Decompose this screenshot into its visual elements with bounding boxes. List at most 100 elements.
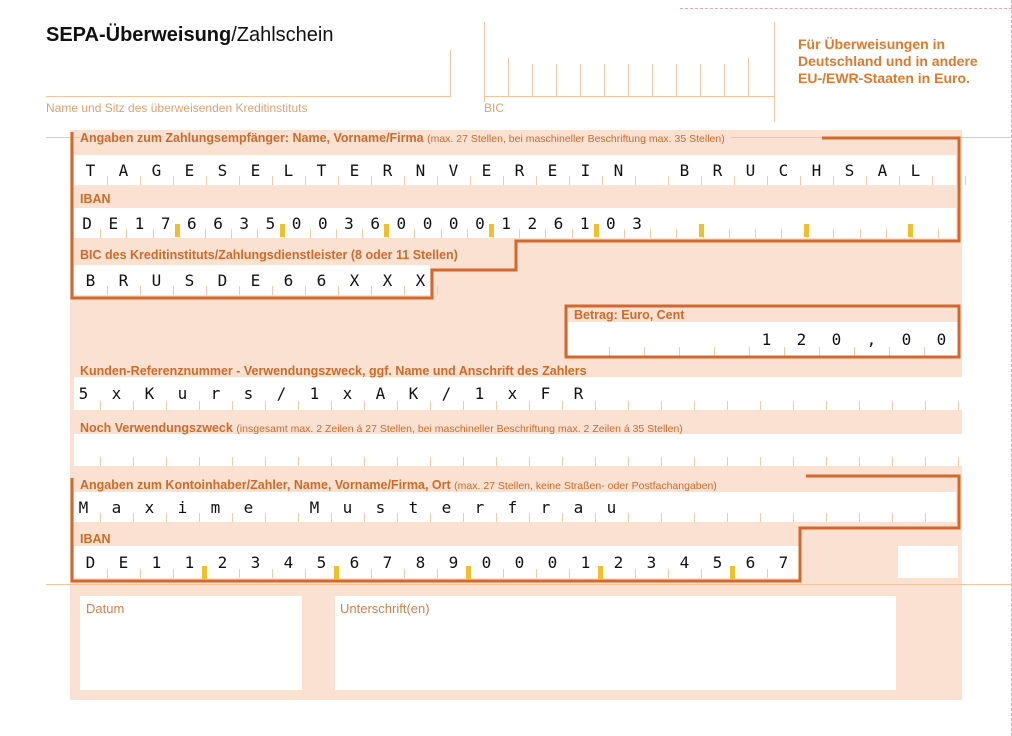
char-cell: E — [536, 155, 570, 185]
char-cell — [760, 492, 794, 522]
char-cell — [265, 492, 299, 522]
bic-tick — [508, 58, 509, 96]
reference-field[interactable] — [74, 377, 962, 410]
char-cell: / — [265, 377, 299, 410]
char-cell: X — [404, 265, 438, 295]
iban-group-marker — [279, 224, 285, 237]
char-cell: f — [496, 492, 530, 522]
char-cell: 0 — [284, 208, 311, 238]
char-cell: 0 — [536, 546, 570, 578]
amount-label: Betrag: Euro, Cent — [574, 308, 685, 322]
bic-tick — [652, 64, 653, 96]
char-cell: 1 — [749, 322, 785, 356]
char-cell — [595, 434, 629, 466]
char-cell: T — [74, 155, 108, 185]
char-cell: 0 — [819, 322, 855, 356]
char-cell: L — [272, 155, 306, 185]
date-label: Datum — [86, 601, 125, 616]
recipient-bic-field[interactable] — [74, 265, 430, 295]
char-cell: 2 — [206, 546, 240, 578]
cut-line-top — [680, 8, 1012, 9]
char-cell: e — [232, 492, 266, 522]
char-cell: A — [107, 155, 141, 185]
char-cell: 2 — [602, 546, 636, 578]
char-cell — [364, 434, 398, 466]
char-cell: T — [305, 155, 339, 185]
char-cell: 2 — [519, 208, 547, 238]
char-cell — [628, 377, 662, 410]
char-cell — [463, 434, 497, 466]
char-cell: 6 — [179, 208, 207, 238]
char-cell: r — [529, 492, 563, 522]
char-cell — [912, 208, 940, 238]
char-cell — [793, 377, 827, 410]
char-cell — [892, 434, 926, 466]
signature-field[interactable]: Unterschrift(en) — [335, 596, 896, 690]
char-cell — [793, 434, 827, 466]
char-cell: R — [107, 265, 141, 295]
char-cell — [859, 434, 893, 466]
char-cell: 4 — [272, 546, 306, 578]
char-cell: K — [397, 377, 431, 410]
char-cell: 0 — [470, 546, 504, 578]
char-cell: s — [364, 492, 398, 522]
char-cell: r — [463, 492, 497, 522]
char-cell — [727, 492, 761, 522]
char-cell: S — [173, 265, 207, 295]
char-cell — [755, 208, 783, 238]
char-cell: 6 — [205, 208, 233, 238]
char-cell — [892, 492, 926, 522]
char-cell: B — [74, 265, 108, 295]
char-cell — [496, 434, 530, 466]
recipient-name-field[interactable] — [74, 155, 956, 185]
char-cell: u — [331, 492, 365, 522]
char-cell: D — [74, 208, 102, 238]
reference2-field[interactable] — [74, 434, 962, 466]
char-cell — [100, 434, 134, 466]
char-cell: 2 — [784, 322, 820, 356]
char-cell: r — [199, 377, 233, 410]
iban-group-marker — [730, 566, 735, 579]
char-cell — [661, 492, 695, 522]
amount-field[interactable] — [568, 322, 958, 356]
char-cell: E — [470, 155, 504, 185]
char-cell — [826, 377, 860, 410]
char-cell: / — [430, 377, 464, 410]
char-cell: 4 — [668, 546, 702, 578]
payer-name-field[interactable] — [74, 492, 956, 522]
char-cell — [807, 208, 835, 238]
char-cell: S — [206, 155, 240, 185]
date-field[interactable]: Datum — [80, 596, 302, 690]
char-cell: N — [602, 155, 636, 185]
char-cell: 0 — [388, 208, 416, 238]
bic-tick — [556, 64, 557, 96]
char-cell — [860, 208, 888, 238]
char-cell — [635, 155, 669, 185]
bic-header-label: BIC — [484, 101, 505, 115]
char-cell — [133, 434, 167, 466]
char-cell: D — [206, 265, 240, 295]
reference2-chars — [67, 434, 959, 466]
divider — [484, 96, 774, 97]
char-cell: 6 — [338, 546, 372, 578]
char-cell: 6 — [305, 265, 339, 295]
payer-iban-label: IBAN — [80, 532, 111, 546]
char-cell: 3 — [624, 208, 652, 238]
char-cell: 5 — [67, 377, 101, 410]
char-cell: 1 — [126, 208, 154, 238]
char-cell: , — [854, 322, 890, 356]
char-cell: D — [74, 546, 108, 578]
recipient-bic-label: BIC des Kreditinstituts/Zahlungsdienstle… — [80, 248, 458, 262]
char-cell: u — [595, 492, 629, 522]
char-cell: 0 — [889, 322, 925, 356]
char-cell: a — [562, 492, 596, 522]
char-cell: m — [199, 492, 233, 522]
recipient-iban-field[interactable] — [74, 208, 956, 238]
char-cell: t — [397, 492, 431, 522]
char-cell: x — [496, 377, 530, 410]
char-cell: 0 — [598, 208, 626, 238]
char-cell — [679, 322, 715, 356]
